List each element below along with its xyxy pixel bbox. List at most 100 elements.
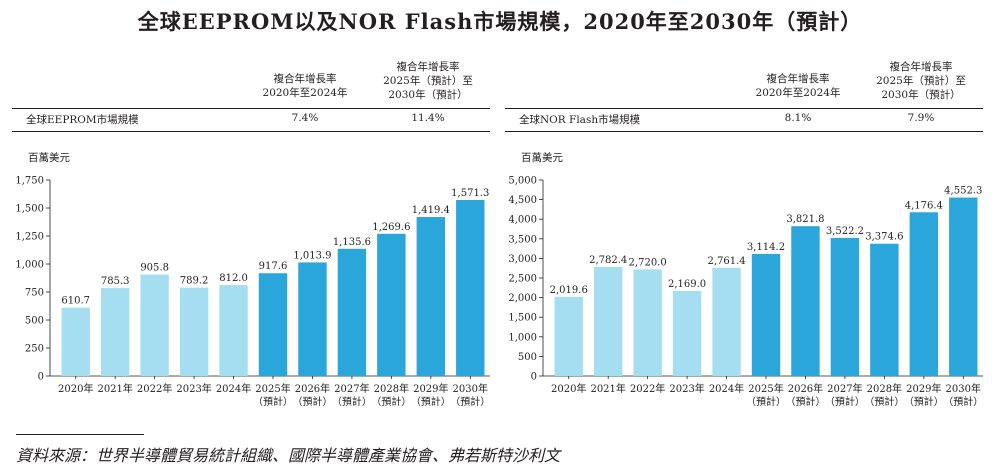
bar-value-label: 610.7 [61, 296, 90, 307]
eeprom-cagr-table: 複合年增長率 2020年至2024年 複合年增長率 2025年（預計）至 203… [12, 60, 490, 132]
bar [337, 248, 367, 376]
bar-value-label: 3,114.2 [747, 242, 785, 253]
bar [377, 233, 406, 376]
bar-value-label: 3,821.8 [786, 214, 824, 225]
cagr-row: 全球EEPROM市場規模 7.4% 11.4% [12, 108, 490, 132]
bar [100, 288, 130, 376]
bar-value-label: 2,720.0 [629, 257, 667, 268]
y-axis-unit-label: 百萬美元 [28, 152, 70, 164]
chart-title: 全球EEPROM以及NOR Flash市場規模，2020年至2030年（預計） [137, 9, 863, 34]
cagr-header-forecast: 複合年增長率 2025年（預計）至 2030年（預計） [372, 60, 484, 102]
y-tick-label: 1,500 [15, 204, 44, 215]
x-tick-label: （預計） [253, 395, 293, 408]
x-tick-label: 2027年 [827, 382, 862, 395]
bar-value-label: 2,782.4 [589, 255, 627, 266]
x-tick-label: 2021年 [97, 382, 132, 395]
x-tick-label: 2030年 [946, 382, 981, 395]
x-tick-label: 2022年 [630, 382, 665, 395]
bar [298, 262, 327, 376]
bar [672, 290, 702, 376]
x-tick-label: 2028年 [867, 382, 902, 395]
bar-value-label: 1,013.9 [293, 250, 331, 261]
footer-divider [16, 434, 144, 435]
bar-value-label: 4,552.3 [944, 186, 982, 197]
cagr-header-line: 複合年增長率 [273, 73, 337, 85]
cagr-header-line: 2025年（預計）至 [876, 75, 966, 87]
y-tick-label: 1,000 [15, 260, 44, 271]
x-tick-label: 2024年 [216, 382, 251, 395]
x-tick-label: 2020年 [58, 382, 93, 395]
cagr-header-line: 複合年增長率 [889, 61, 953, 73]
y-tick-label: 0 [531, 372, 537, 383]
cagr-header-line: 2020年至2024年 [755, 87, 841, 99]
bar-value-label: 789.2 [180, 276, 209, 287]
bar [751, 253, 781, 376]
cagr-row-label: 全球NOR Flash市場規模 [519, 114, 641, 126]
bar [61, 307, 90, 376]
y-tick-label: 3,000 [508, 254, 537, 265]
x-tick-label: （預計） [450, 395, 490, 408]
y-axis-unit-label: 百萬美元 [521, 152, 563, 164]
cagr-row-label: 全球EEPROM市場規模 [26, 114, 139, 126]
bar-value-label: 1,571.3 [451, 188, 489, 199]
bar-value-label: 2,761.4 [707, 256, 745, 267]
x-tick-label: 2023年 [176, 382, 211, 395]
bar-value-label: 812.0 [219, 273, 248, 284]
cagr-value-historical: 8.1% [784, 112, 812, 124]
bar [554, 296, 583, 376]
bar [633, 269, 662, 376]
x-tick-label: （預計） [371, 395, 411, 408]
x-tick-label: （預計） [411, 395, 451, 408]
bar [870, 243, 899, 376]
y-tick-label: 4,000 [508, 215, 537, 226]
x-tick-label: （預計） [825, 395, 865, 408]
x-tick-label: 2021年 [590, 382, 625, 395]
bar-value-label: 2,019.6 [550, 285, 588, 296]
y-tick-label: 3,500 [508, 234, 537, 245]
y-tick-label: 500 [25, 316, 44, 327]
y-tick-label: 4,500 [508, 195, 537, 206]
bar [416, 217, 446, 376]
x-tick-label: 2022年 [137, 382, 172, 395]
bar-value-label: 917.6 [259, 261, 288, 272]
cagr-header-historical: 複合年增長率 2020年至2024年 [743, 72, 853, 100]
bar-value-label: 2,169.0 [668, 279, 706, 290]
cagr-value-historical: 7.4% [291, 112, 319, 124]
bar-value-label: 1,135.6 [333, 237, 371, 248]
y-tick-label: 1,250 [15, 232, 44, 243]
bar-value-label: 1,269.6 [372, 222, 410, 233]
bar [219, 285, 248, 376]
nor-flash-cagr-table: 複合年增長率 2020年至2024年 複合年增長率 2025年（預計）至 203… [505, 60, 983, 132]
bar [909, 212, 939, 376]
bar [140, 274, 169, 376]
nor-flash-bar-chart: 0 500 1,000 1,500 2,000 2,500 3,000 3,500 4,000 4… [508, 176, 983, 409]
x-tick-label: 2029年 [413, 382, 448, 395]
bar-value-label: 1,419.4 [412, 205, 450, 216]
bar [593, 266, 623, 376]
eeprom-panel: 複合年增長率 2020年至2024年 複合年增長率 2025年（預計）至 203… [12, 60, 492, 420]
cagr-row: 全球NOR Flash市場規模 8.1% 7.9% [505, 108, 983, 132]
cagr-header-line: 2030年（預計） [388, 89, 468, 101]
y-tick-label: 1,500 [508, 313, 537, 324]
cagr-header-line: 複合年增長率 [766, 73, 830, 85]
x-tick-label: （預計） [746, 395, 786, 408]
eeprom-bar-chart: 0 250 500 750 1,000 1,250 1,500 1,750 610.7 2020年… [15, 176, 490, 409]
bar-value-label: 3,522.2 [826, 226, 864, 237]
cagr-header-line: 複合年增長率 [396, 61, 460, 73]
x-tick-label: 2029年 [906, 382, 941, 395]
cagr-header-forecast: 複合年增長率 2025年（預計）至 2030年（預計） [865, 60, 977, 102]
x-tick-label: （預計） [864, 395, 904, 408]
y-tick-label: 500 [518, 352, 537, 363]
y-tick-label: 1,750 [15, 176, 44, 187]
y-tick-label: 250 [25, 344, 44, 355]
y-tick-label: 750 [25, 288, 44, 299]
x-tick-label: 2028年 [374, 382, 409, 395]
x-tick-label: 2030年 [453, 382, 488, 395]
x-tick-label: 2020年 [551, 382, 586, 395]
y-tick-label: 2,000 [508, 293, 537, 304]
x-tick-label: （預計） [332, 395, 372, 408]
bar [949, 197, 978, 376]
x-tick-label: （預計） [943, 395, 983, 408]
y-tick-label: 2,500 [508, 274, 537, 285]
bar-value-label: 785.3 [101, 276, 130, 287]
